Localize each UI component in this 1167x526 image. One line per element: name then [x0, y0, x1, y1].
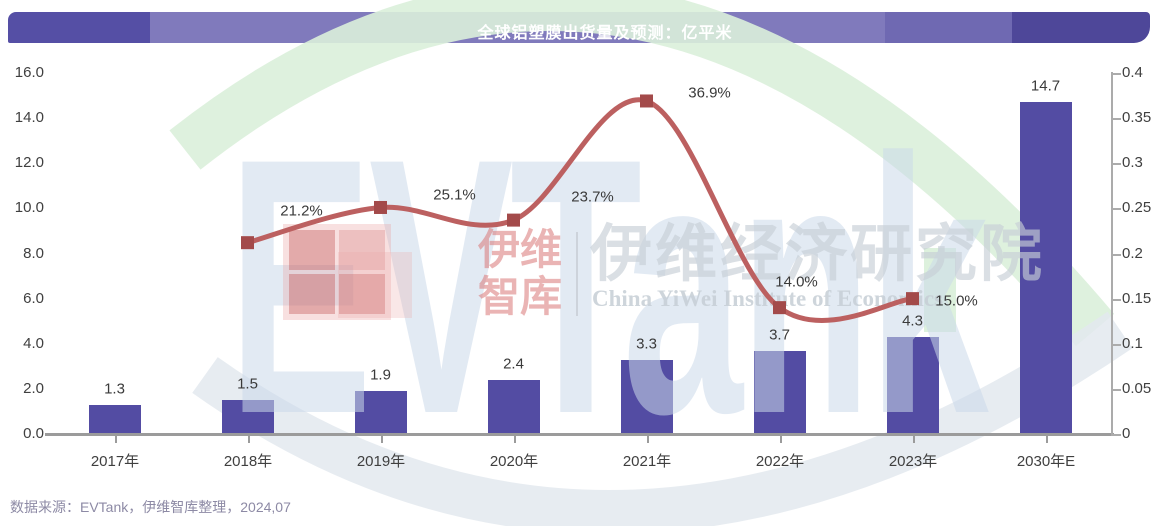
- x-axis-category-label: 2030年E: [1016, 453, 1076, 470]
- right-axis-tickmark: [1112, 118, 1121, 121]
- watermark-institute-en: China YiWei Institute of Economics: [592, 286, 943, 311]
- bar-value-label: 14.7: [1030, 77, 1061, 95]
- x-axis-category-label: 2017年: [90, 453, 140, 470]
- left-axis-tick-label: 2.0: [23, 379, 44, 397]
- x-axis-tickmark: [114, 436, 117, 443]
- right-axis-tick-label: 0.25: [1122, 199, 1152, 217]
- bar-2018年: [221, 400, 274, 434]
- x-axis-tickmark: [1045, 436, 1048, 443]
- right-axis-tickmark: [1112, 253, 1121, 256]
- line-marker: [241, 236, 254, 250]
- watermark-divider: [576, 232, 578, 316]
- right-axis-tick-label: 0.15: [1122, 289, 1152, 307]
- bar-2023年: [886, 336, 939, 434]
- title-bar-segment-end: [1012, 12, 1150, 43]
- x-axis-tickmark: [380, 436, 383, 443]
- x-axis-category-label: 2020年: [489, 453, 539, 470]
- growth-rate-label: 25.1%: [433, 186, 476, 204]
- watermark-logo-cn-line1: 伊维: [477, 226, 562, 273]
- growth-rate-label: 36.9%: [688, 84, 731, 102]
- x-axis-category-label: 2019年: [356, 453, 406, 470]
- x-axis-category-label: 2023年: [888, 453, 938, 470]
- left-axis-tick-label: 6.0: [23, 289, 44, 307]
- bar-2020年: [487, 379, 540, 434]
- right-axis-tick-label: 0.05: [1122, 379, 1152, 397]
- growth-rate-label: 21.2%: [280, 202, 323, 220]
- bar-value-label: 2.4: [503, 355, 524, 373]
- right-axis-tick-label: 0: [1122, 425, 1131, 442]
- source-note: 数据来源：EVTank，伊维智库整理，2024,07: [10, 499, 291, 515]
- left-axis-tick-label: 10.0: [14, 199, 44, 217]
- bar-value-label: 1.5: [237, 375, 258, 393]
- right-axis-tickmark: [1112, 163, 1121, 166]
- right-axis-tickmark: [1112, 73, 1121, 75]
- left-axis-tick-label: 12.0: [14, 154, 44, 172]
- x-axis-line: [45, 433, 1114, 436]
- right-axis-tick-label: 0.35: [1122, 109, 1152, 127]
- x-axis-tickmark: [646, 436, 649, 443]
- left-axis-tick-label: 16.0: [14, 64, 44, 81]
- right-axis-tick-label: 0.2: [1122, 244, 1143, 262]
- bar-2017年: [88, 404, 141, 434]
- growth-rate-label: 14.0%: [775, 273, 818, 291]
- x-axis-tickmark: [513, 436, 516, 443]
- x-axis-category-label: 2021年: [622, 453, 672, 470]
- left-axis-tick-label: 4.0: [23, 334, 44, 352]
- right-axis-tickmark: [1112, 343, 1121, 346]
- bar-value-label: 4.3: [902, 312, 923, 330]
- left-axis-tick-label: 0.0: [23, 425, 44, 442]
- right-axis-tickmark: [1112, 298, 1121, 301]
- right-axis-tick-label: 0.4: [1122, 64, 1143, 81]
- bar-2021年: [620, 359, 673, 434]
- x-axis-tickmark: [779, 436, 782, 443]
- watermark-seal-overlay: [338, 252, 412, 318]
- growth-rate-label: 23.7%: [571, 188, 614, 206]
- x-axis-category-label: 2018年: [223, 453, 273, 470]
- left-axis-tick-label: 8.0: [23, 244, 44, 262]
- right-axis-tickmark: [1112, 388, 1121, 391]
- watermark-logo-cn-line2: 智库: [477, 273, 562, 320]
- right-axis-tick-label: 0.3: [1122, 154, 1143, 172]
- right-axis-tick-label: 0.1: [1122, 334, 1143, 352]
- bar-value-label: 3.3: [636, 335, 657, 353]
- x-axis-tickmark: [912, 436, 915, 443]
- bar-value-label: 1.9: [370, 366, 391, 384]
- title-bar-segment-mid: [885, 12, 1012, 43]
- bar-value-label: 3.7: [769, 326, 790, 344]
- line-marker: [640, 94, 653, 108]
- right-axis-tickmark: [1112, 434, 1121, 436]
- right-axis-tickmark: [1112, 208, 1121, 211]
- growth-rate-label: 15.0%: [935, 292, 978, 310]
- x-axis-tickmark: [247, 436, 250, 443]
- title-bar-segment-dark: [8, 12, 150, 43]
- line-marker: [507, 213, 520, 227]
- left-axis-tick-label: 14.0: [14, 109, 44, 127]
- chart-title: 全球铝塑膜出货量及预测：亿平米: [477, 25, 733, 42]
- bar-value-label: 1.3: [104, 380, 125, 398]
- x-axis-category-label: 2022年: [755, 453, 805, 470]
- line-marker: [374, 200, 387, 214]
- bar-2022年: [753, 350, 806, 434]
- watermark-logo-cn: 伊维 智库: [472, 226, 568, 320]
- bar-2019年: [354, 391, 407, 434]
